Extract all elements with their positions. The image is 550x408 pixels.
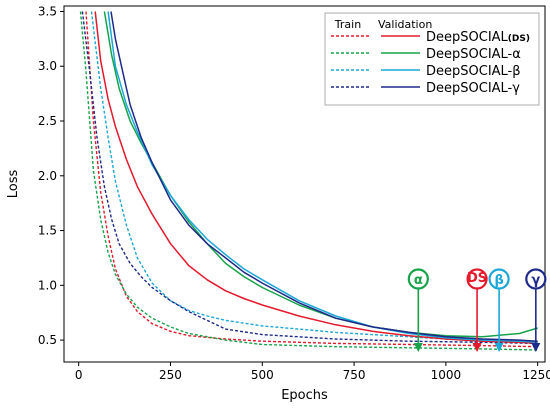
y-axis-ticks: 0.5 1.0 1.5 2.0 2.5 3.0 3.5 [38, 4, 64, 347]
legend-entry-label: DeepSOCIAL-β [426, 64, 521, 79]
legend: Train Validation DeepSOCIAL(DS)DeepSOCIA… [324, 12, 540, 106]
series-layer [79, 11, 538, 351]
marker-ds: DS [466, 268, 488, 352]
y-tick-label: 1.5 [38, 224, 57, 238]
x-axis-ticks: 0 250 500 750 1000 1250 [75, 362, 550, 382]
y-tick-label: 3.5 [38, 4, 57, 18]
y-tick-label: 2.0 [38, 169, 57, 183]
legend-validation-header: Validation [378, 18, 432, 31]
legend-train-header: Train [334, 18, 361, 31]
x-tick-label: 750 [343, 368, 366, 382]
series-line-deepsocial-validation [110, 11, 538, 342]
marker-arrow-head [494, 343, 504, 352]
x-axis-title: Epochs [281, 388, 328, 403]
plot-frame [63, 5, 546, 363]
marker-label: β [494, 273, 503, 288]
series-line-deepsocial-ds-train [85, 11, 538, 348]
marker-label: γ [531, 273, 540, 288]
x-tick-label: 0 [75, 368, 83, 382]
marker-label: DS [467, 271, 487, 286]
legend-entry-label: DeepSOCIAL-γ [426, 81, 520, 96]
series-line-deepsocial-ds-validation [94, 11, 538, 345]
marker-layer: α DS β γ [407, 268, 547, 352]
y-tick-label: 3.0 [38, 59, 57, 73]
marker-: γ [525, 268, 547, 352]
marker-arrow-head [531, 343, 541, 352]
x-tick-label: 1000 [431, 368, 462, 382]
y-tick-label: 2.5 [38, 114, 57, 128]
marker-label: α [414, 273, 423, 288]
marker-arrow-head [472, 343, 482, 352]
y-tick-label: 0.5 [38, 333, 57, 347]
legend-box [324, 12, 540, 106]
y-axis-title: Loss [6, 170, 21, 199]
x-tick-label: 1250 [522, 368, 550, 382]
marker-arrow-head [413, 343, 423, 352]
x-tick-label: 500 [251, 368, 274, 382]
y-tick-label: 1.0 [38, 278, 57, 292]
x-tick-label: 250 [159, 368, 182, 382]
marker-: α [407, 268, 429, 352]
series-line-deepsocial-train [79, 11, 538, 351]
legend-entry-label: DeepSOCIAL(DS) [426, 30, 530, 45]
series-line-deepsocial-validation [103, 11, 538, 338]
series-line-deepsocial-train [81, 11, 538, 345]
series-line-deepsocial-validation [107, 11, 538, 344]
legend-entries: DeepSOCIAL(DS) DeepSOCIAL-α DeepSOCIAL-β De… [331, 30, 530, 96]
series-line-deepsocial-train [90, 11, 538, 345]
legend-entry-label: DeepSOCIAL-α [426, 47, 521, 62]
marker-: β [488, 268, 510, 352]
